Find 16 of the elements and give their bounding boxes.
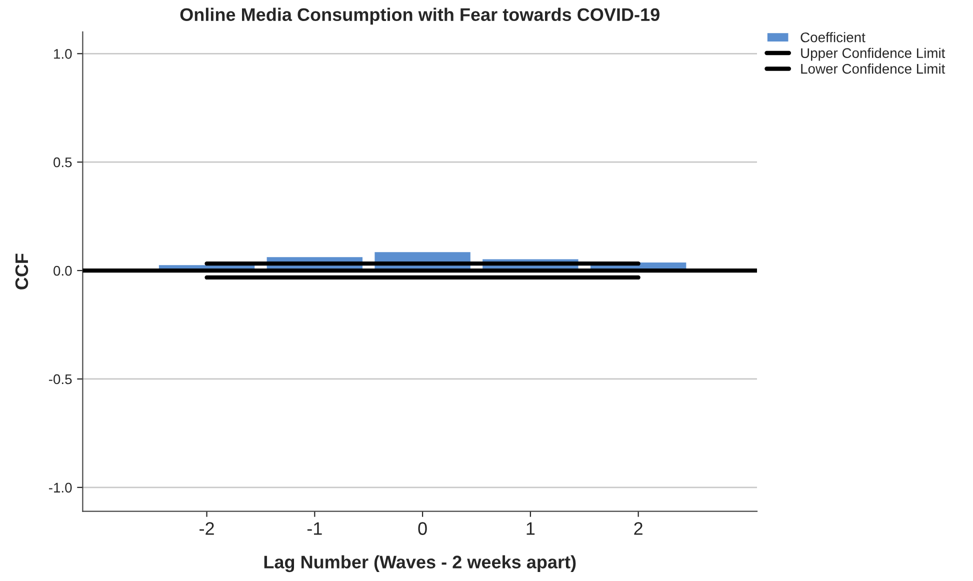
x-tick-label: -2 — [200, 522, 214, 535]
y-tick-label: 0.0 — [54, 266, 72, 276]
x-tick-label: 1 — [526, 522, 535, 535]
legend-label: Lower Confidence Limit — [801, 64, 946, 74]
y-tick-label: -0.5 — [48, 374, 72, 384]
x-tick-label: -1 — [307, 522, 322, 535]
x-tick-label: 2 — [634, 522, 642, 535]
y-tick-label: -1.0 — [48, 482, 72, 493]
legend-label: Coefficient — [800, 32, 866, 42]
legend-label: Upper Confidence Limit — [801, 48, 946, 61]
y-axis-title: CCF — [15, 254, 28, 290]
y-tick-label: 0.5 — [54, 157, 72, 168]
y-tick-label: 1.0 — [54, 48, 72, 59]
x-tick-label: 0 — [418, 522, 427, 535]
x-axis-title: Lag Number (Waves - 2 weeks apart) — [264, 555, 576, 572]
chart-title: Online Media Consumption with Fear towards COVID-19 — [180, 8, 660, 25]
